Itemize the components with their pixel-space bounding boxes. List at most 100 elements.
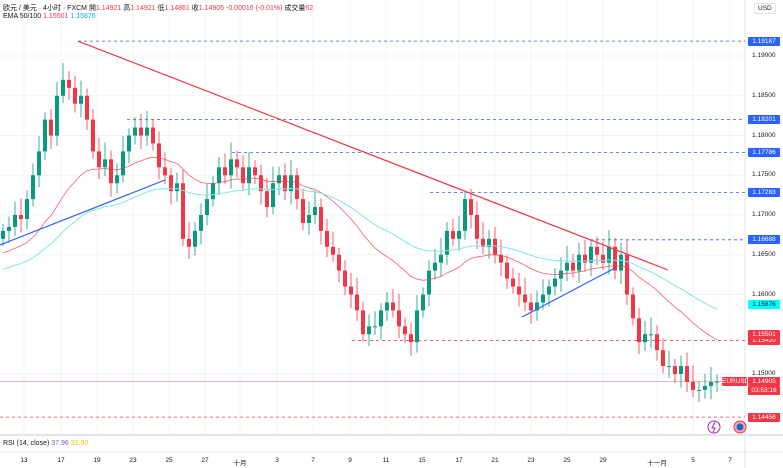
candle-body: [631, 294, 635, 319]
ema50-price-tag[interactable]: 1.15501: [748, 329, 780, 339]
candle-body: [283, 175, 287, 192]
candle-body: [307, 215, 311, 223]
rsi-ma-value: 32.90: [70, 440, 89, 447]
rsi-label: RSI (14, close): [3, 440, 50, 447]
candle-body: [547, 286, 551, 295]
events-icon-center: [736, 423, 744, 431]
candle-body: [349, 286, 353, 295]
price-tick: 1.16500: [752, 250, 776, 258]
level-price-tag[interactable]: 1.14458: [748, 412, 780, 422]
time-tick: 25: [165, 457, 173, 464]
candle-body: [439, 254, 443, 263]
time-tick: 21: [491, 457, 499, 464]
candle-body: [367, 326, 371, 335]
candle-body: [445, 230, 449, 255]
current-price-tag[interactable]: 1.14905: [748, 377, 780, 387]
level-price-tag[interactable]: 1.15420: [748, 336, 780, 346]
candle-body: [613, 246, 617, 271]
time-tick: 17: [455, 457, 463, 464]
candle-body: [481, 238, 485, 247]
candle-body: [7, 226, 11, 231]
candle-body: [475, 215, 479, 239]
symbol-title[interactable]: 欧元 / 美元 · 4小时 · FXCM: [3, 5, 87, 12]
candle-body: [571, 262, 575, 271]
candle-body: [397, 310, 401, 327]
candle-body: [301, 199, 305, 223]
candle-body: [217, 167, 221, 184]
level-price-tag[interactable]: 1.19187: [748, 36, 780, 46]
candle-body: [253, 167, 257, 176]
time-tick: 十一月: [647, 460, 667, 467]
candle-body: [259, 175, 263, 192]
candle-body: [295, 175, 299, 200]
ema50-value: 1.15501: [43, 13, 69, 20]
candle-body: [463, 199, 467, 231]
candle-body: [133, 127, 137, 136]
candle-body: [331, 246, 335, 255]
open-label: 開: [88, 5, 96, 12]
candle-body: [355, 294, 359, 311]
change-value: -0.00016 (-0.01%): [226, 5, 283, 12]
candle-body: [583, 254, 587, 263]
candle-body: [19, 215, 23, 219]
time-tick: 7: [728, 457, 732, 464]
high-label: 高: [123, 5, 131, 12]
candle-body: [487, 238, 491, 247]
symbol-tag[interactable]: EURUSD: [722, 377, 750, 387]
price-tick: 1.18000: [752, 131, 776, 139]
level-price-tag[interactable]: 1.16688: [748, 235, 780, 245]
candle-body: [241, 167, 245, 184]
lightning-icon: [707, 420, 721, 434]
candle-body: [55, 95, 59, 136]
time-tick: 23: [129, 457, 137, 464]
rsi-legend[interactable]: RSI (14, close) 37.96 32.90: [3, 440, 88, 447]
candle-body: [637, 318, 641, 343]
candle-body: [553, 278, 557, 287]
level-price-tag[interactable]: 1.18201: [748, 115, 780, 125]
candle-body: [91, 119, 95, 152]
candle-body: [199, 215, 203, 231]
countdown-tag[interactable]: 03:53:16: [748, 386, 780, 396]
candle-body: [361, 310, 365, 335]
candle-body: [703, 385, 707, 390]
currency-button[interactable]: USD: [754, 3, 776, 14]
level-price-tag[interactable]: 1.17786: [748, 148, 780, 157]
candle-body: [577, 254, 581, 271]
ema100-line: [2, 187, 718, 310]
ema100-price-tag[interactable]: 1.15876: [748, 299, 780, 309]
candle-body: [139, 127, 143, 136]
time-tick: 15: [418, 457, 426, 464]
candle-body: [607, 246, 611, 263]
ema-legend[interactable]: EMA 50/100 1.15501 1.15876: [3, 13, 96, 20]
candle-body: [535, 302, 539, 311]
candle-body: [427, 270, 431, 295]
candle-body: [271, 183, 275, 208]
candle-body: [157, 143, 161, 168]
candle-body: [685, 366, 689, 382]
candle-body: [385, 302, 389, 311]
candle-body: [205, 199, 209, 215]
level-price-tag[interactable]: 1.17283: [748, 188, 780, 197]
candle-body: [103, 159, 107, 168]
candle-body: [499, 254, 503, 263]
candle-body: [667, 366, 671, 368]
candle-body: [541, 294, 545, 303]
candle-body: [85, 95, 89, 120]
candle-body: [37, 151, 41, 176]
time-tick: 9: [348, 457, 352, 464]
candle-body: [589, 246, 593, 263]
candle-body: [187, 238, 191, 247]
close-value: 1.14905: [198, 5, 225, 12]
candle-body: [169, 175, 173, 192]
lightning-icon-glyph: [711, 421, 716, 433]
time-tick: 十月: [233, 460, 247, 467]
candle-body: [43, 119, 47, 152]
time-tick: 27: [201, 457, 209, 464]
candle-body: [289, 175, 293, 192]
candle-body: [679, 366, 683, 374]
candle-body: [451, 230, 455, 239]
candle-body: [661, 350, 665, 367]
candle-body: [379, 310, 383, 327]
candle-body: [25, 199, 29, 219]
